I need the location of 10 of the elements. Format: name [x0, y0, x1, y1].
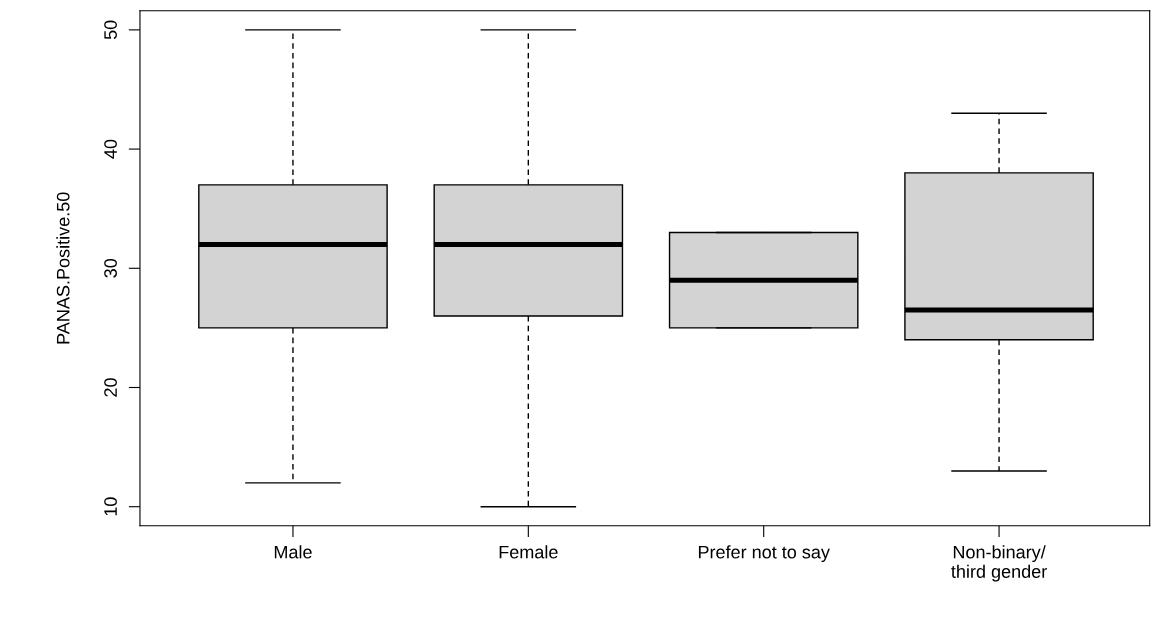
y-tick-label: 50	[104, 20, 117, 40]
y-tick-label: 20	[104, 378, 117, 397]
y-tick-label: 10	[104, 497, 117, 516]
x-tick-label: Prefer not to say	[698, 545, 830, 563]
x-tick-label: Non-binary/ third gender	[951, 545, 1047, 582]
y-tick-label: 40	[104, 139, 117, 159]
y-axis-title: PANAS.Positive.50	[56, 192, 70, 344]
x-tick-label: Male	[274, 545, 312, 559]
y-tick-label: 30	[104, 258, 117, 278]
x-tick-label: Female	[499, 545, 558, 559]
